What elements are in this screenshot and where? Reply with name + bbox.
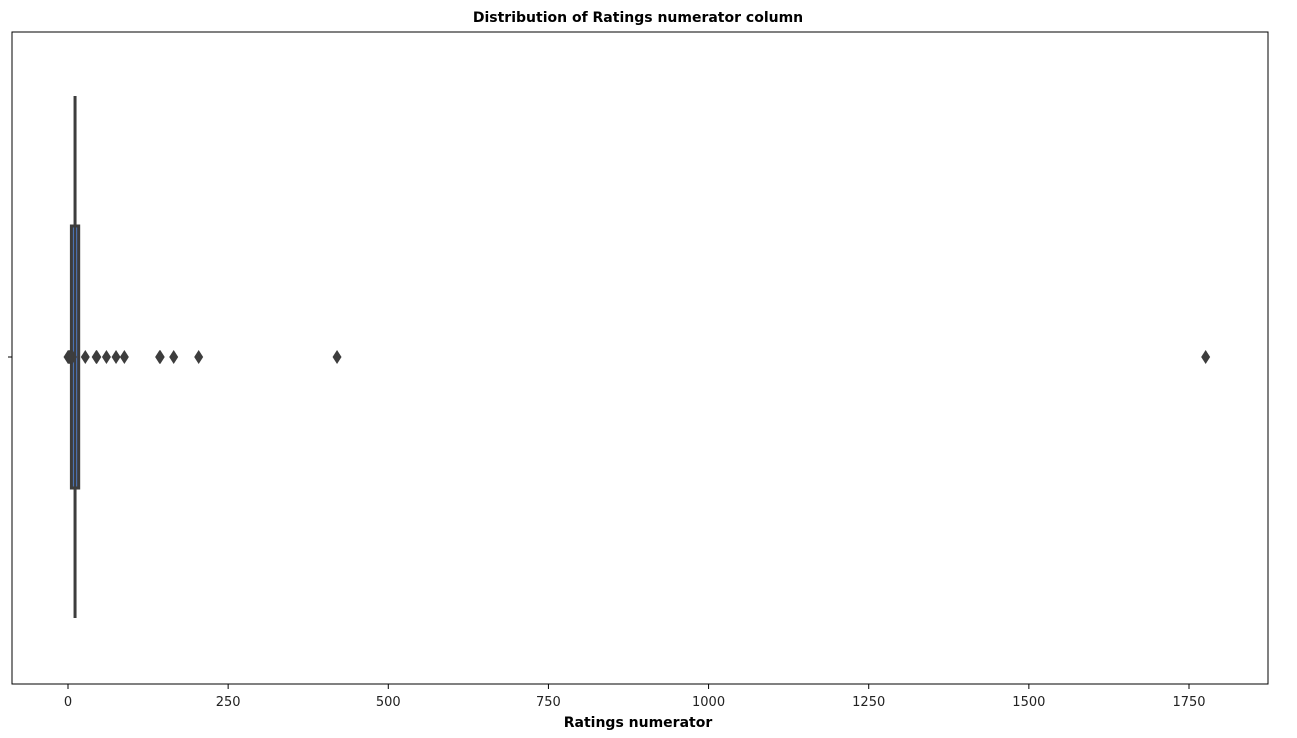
outlier-point xyxy=(194,350,204,364)
outlier-point xyxy=(67,350,77,364)
outlier-point xyxy=(1201,350,1211,364)
outlier-point xyxy=(332,350,342,364)
outlier-point xyxy=(169,350,179,364)
outlier-point xyxy=(92,350,102,364)
x-axis-label: Ratings numerator xyxy=(564,715,713,731)
x-tick-label: 1500 xyxy=(1012,695,1045,710)
x-axis-ticks: 0 250 500 750 1000 1250 1500 1750 xyxy=(64,684,1206,710)
x-tick-label: 1000 xyxy=(692,695,725,710)
outlier-point xyxy=(111,350,121,364)
x-tick-label: 1250 xyxy=(852,695,885,710)
x-tick-label: 250 xyxy=(216,695,241,710)
plot-area-frame xyxy=(11,31,1269,685)
x-tick-label: 750 xyxy=(536,695,561,710)
x-tick-label: 1750 xyxy=(1172,695,1205,710)
outliers-group xyxy=(63,350,1211,364)
chart-title: Distribution of Ratings numerator column xyxy=(473,10,803,26)
x-tick-label: 500 xyxy=(376,695,401,710)
outlier-point xyxy=(80,350,90,364)
outlier-point xyxy=(101,350,111,364)
outlier-point xyxy=(119,350,129,364)
x-tick-label: 0 xyxy=(64,695,72,710)
outlier-point xyxy=(155,350,165,364)
